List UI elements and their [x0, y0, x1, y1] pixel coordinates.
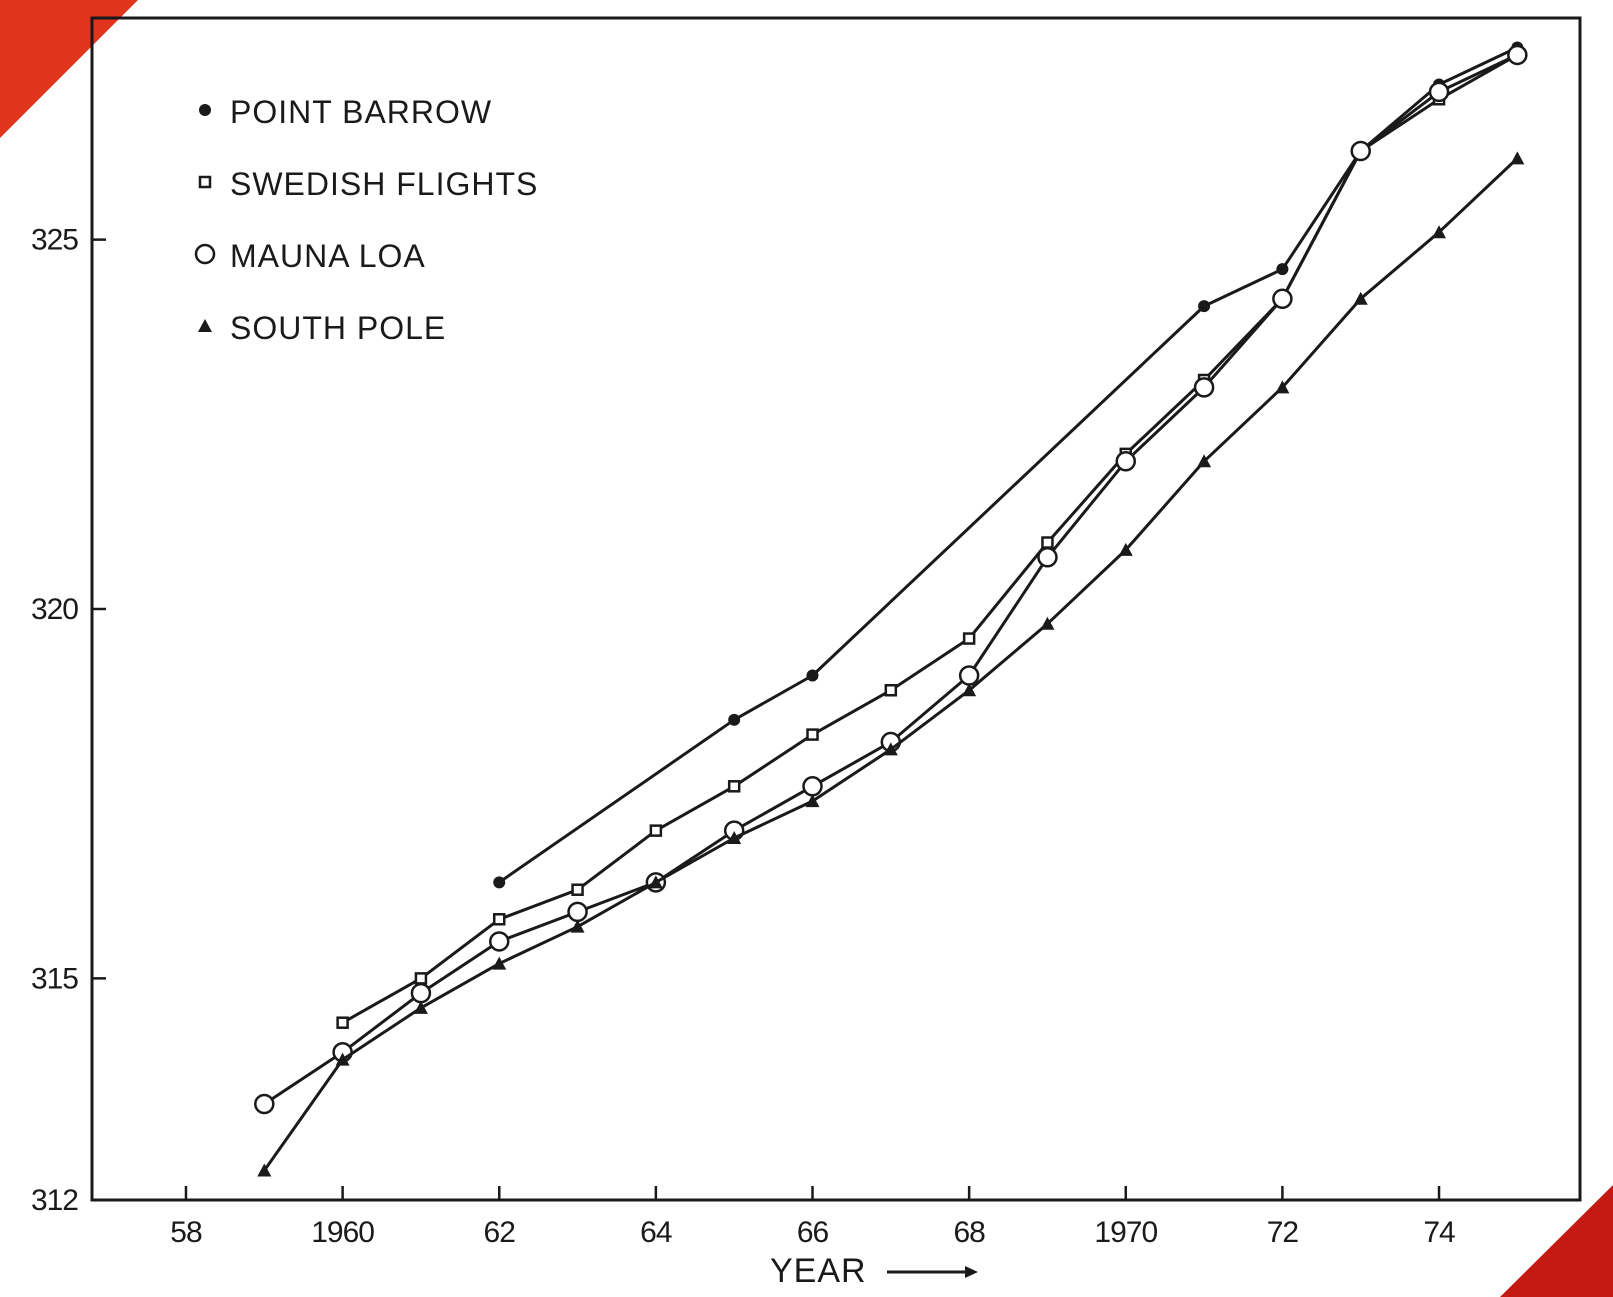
- data-point: [1115, 451, 1137, 472]
- x-tick-label: 62: [484, 1216, 516, 1249]
- data-point: [649, 824, 663, 837]
- data-point: [1350, 140, 1371, 162]
- data-point: [1037, 547, 1058, 568]
- series-line: [263, 53, 1518, 1106]
- x-axis: 58 1960 62 64 66 68 1970 72 74: [170, 1186, 1456, 1249]
- x-tick-label: 1970: [1094, 1216, 1157, 1249]
- data-point: [1197, 454, 1212, 468]
- data-point: [335, 1052, 350, 1066]
- data-point: [254, 1093, 275, 1115]
- data-point: [1432, 225, 1447, 239]
- data-point: [570, 919, 585, 933]
- data-point: [571, 883, 584, 896]
- corner-accent-bottom-right: [1500, 1185, 1613, 1297]
- legend: POINT BARROW SWEDISH FLIGHTS MAUNA LOA SOUT…: [194, 94, 538, 346]
- data-point: [414, 972, 428, 985]
- data-point: [492, 913, 506, 926]
- data-point: [1041, 536, 1054, 549]
- legend-label: MAUNA LOA: [230, 238, 426, 274]
- x-tick-label: 68: [953, 1216, 985, 1249]
- data-point: [1193, 377, 1215, 398]
- data-point: [567, 901, 588, 923]
- data-point: [802, 776, 823, 797]
- series-line: [263, 157, 1519, 1172]
- series-1: [493, 41, 1524, 889]
- y-tick-label: 320: [31, 593, 78, 626]
- data-point: [805, 794, 820, 808]
- data-point: [806, 728, 819, 741]
- x-tick-label: 1960: [311, 1216, 374, 1249]
- data-point: [648, 875, 663, 889]
- x-axis-title: YEAR: [770, 1252, 867, 1290]
- series-3: [254, 44, 1528, 1115]
- legend-label: POINT BARROW: [230, 94, 492, 130]
- data-point: [257, 1163, 272, 1177]
- data-point: [884, 684, 898, 697]
- data-point: [728, 713, 741, 726]
- series-4: [257, 151, 1525, 1177]
- x-tick-label: 66: [797, 1216, 829, 1249]
- y-tick-label: 315: [31, 962, 78, 995]
- legend-marker: [199, 104, 211, 116]
- legend-marker: [198, 175, 212, 189]
- data-point: [1276, 263, 1289, 276]
- legend-marker: [198, 319, 212, 332]
- data-point: [1275, 380, 1290, 394]
- corner-accent-top-left: [0, 0, 138, 138]
- data-point: [1272, 288, 1293, 309]
- data-point: [1428, 81, 1450, 103]
- legend-marker: [194, 243, 216, 265]
- data-point: [1198, 300, 1211, 313]
- series-layer: [254, 41, 1528, 1177]
- data-point: [410, 982, 432, 1004]
- series-line: [498, 46, 1518, 884]
- data-point: [413, 1000, 428, 1014]
- x-tick-label: 58: [170, 1216, 202, 1249]
- data-point: [1510, 151, 1525, 165]
- x-tick-label: 72: [1267, 1216, 1299, 1249]
- y-tick-label: 325: [31, 224, 78, 257]
- data-point: [1353, 291, 1368, 305]
- x-tick-label: 74: [1423, 1216, 1455, 1249]
- x-tick-label: 64: [640, 1216, 672, 1249]
- legend-label: SOUTH POLE: [230, 310, 446, 346]
- data-point: [883, 742, 898, 756]
- data-point: [492, 956, 507, 970]
- data-point: [1040, 616, 1055, 630]
- data-point: [488, 931, 510, 952]
- y-tick-label: 312: [31, 1184, 78, 1217]
- x-axis-title-group: YEAR: [770, 1252, 978, 1290]
- x-axis-arrow-head: [965, 1266, 978, 1278]
- data-point: [1507, 44, 1528, 66]
- data-point: [336, 1016, 349, 1029]
- data-point: [958, 665, 980, 686]
- data-point: [1118, 542, 1133, 556]
- data-point: [493, 876, 506, 889]
- legend-label: SWEDISH FLIGHTS: [230, 166, 538, 202]
- data-point: [727, 831, 742, 845]
- data-point: [727, 780, 741, 793]
- data-point: [962, 632, 976, 645]
- y-axis: 312 315 320 325: [31, 224, 106, 1217]
- data-point: [962, 683, 977, 697]
- data-point: [806, 669, 819, 682]
